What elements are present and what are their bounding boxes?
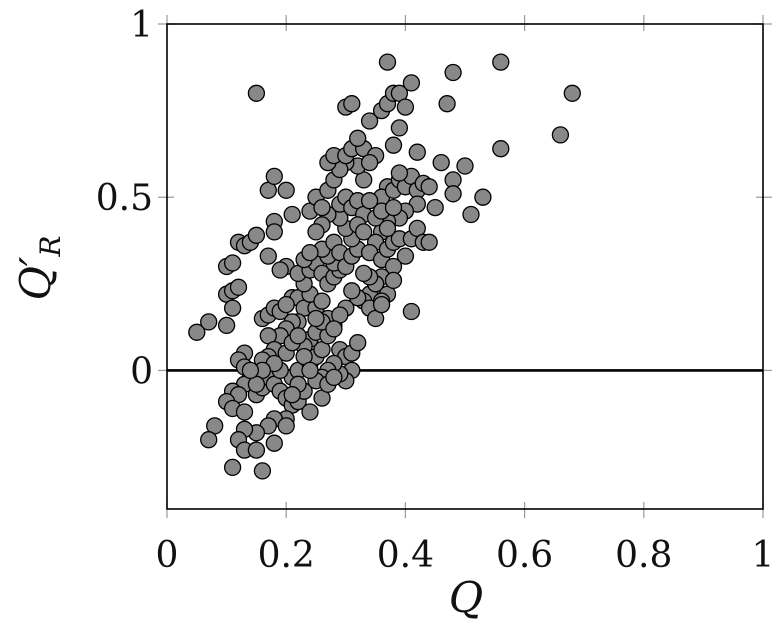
data-point xyxy=(235,403,254,421)
data-point xyxy=(396,98,415,116)
data-point xyxy=(229,278,248,296)
x-tick-label: 1 xyxy=(752,535,775,576)
data-point xyxy=(301,403,319,421)
data-point xyxy=(307,309,325,328)
data-point xyxy=(492,140,510,158)
data-point xyxy=(492,53,510,71)
tick-labels: 0 0.2 0.4 0.6 0.8 1 0 0.5 1 xyxy=(96,5,775,576)
data-point xyxy=(223,458,242,477)
y-axis-title: Q′R xyxy=(11,235,67,300)
data-point xyxy=(378,219,397,238)
data-point xyxy=(462,205,480,224)
data-point xyxy=(355,223,373,241)
data-point xyxy=(200,313,218,331)
data-point xyxy=(307,223,325,241)
y-tick-label: 0.5 xyxy=(96,178,153,219)
data-point xyxy=(408,143,426,161)
data-point xyxy=(253,462,272,480)
data-point xyxy=(283,205,301,224)
data-point xyxy=(259,247,277,265)
data-point xyxy=(271,261,289,279)
data-point xyxy=(360,192,379,210)
data-point xyxy=(343,95,361,113)
plot-frame xyxy=(166,23,764,510)
data-point xyxy=(390,119,409,137)
data-point xyxy=(420,178,438,196)
y-axis-title-prime: ′ xyxy=(11,256,60,266)
data-point xyxy=(313,198,331,217)
data-point xyxy=(277,417,295,435)
data-point xyxy=(349,334,367,352)
data-point xyxy=(563,84,581,102)
data-point xyxy=(188,323,206,341)
data-point xyxy=(402,302,421,321)
data-point xyxy=(396,247,415,265)
data-point xyxy=(360,112,379,130)
data-point xyxy=(474,188,492,206)
data-point xyxy=(390,164,409,182)
data-point xyxy=(384,271,403,290)
x-tick-label: 0.6 xyxy=(496,535,553,576)
x-tick-label: 0.8 xyxy=(615,535,672,576)
data-point xyxy=(420,233,438,251)
data-point xyxy=(217,316,236,335)
data-point xyxy=(283,386,301,404)
data-point xyxy=(343,282,361,300)
data-point xyxy=(456,157,474,175)
data-point xyxy=(551,126,570,144)
data-point xyxy=(277,181,295,199)
data-point xyxy=(241,361,260,380)
data-point xyxy=(432,153,450,172)
data-point xyxy=(265,167,283,186)
data-point xyxy=(200,431,218,449)
x-tick-label: 0 xyxy=(156,535,179,576)
data-point xyxy=(223,299,242,317)
data-point xyxy=(355,264,373,283)
data-point xyxy=(372,295,391,314)
data-point xyxy=(384,198,403,217)
y-tick-label: 0 xyxy=(130,351,153,392)
data-point xyxy=(360,153,379,172)
y-tick-label: 1 xyxy=(130,5,153,46)
data-point xyxy=(247,226,266,244)
data-points xyxy=(188,53,581,480)
data-point xyxy=(247,84,266,102)
y-axis-title-main: Q xyxy=(11,266,60,300)
data-point xyxy=(444,63,462,82)
data-point xyxy=(289,327,307,345)
x-tick-label: 0.2 xyxy=(258,535,315,576)
data-point xyxy=(301,361,319,380)
data-point xyxy=(265,223,283,241)
data-point xyxy=(349,129,367,147)
data-point xyxy=(378,53,397,71)
y-axis-title-subscript: R xyxy=(34,235,67,257)
x-tick-label: 0.4 xyxy=(377,535,434,576)
data-point xyxy=(277,295,295,314)
data-point xyxy=(426,198,444,217)
data-point xyxy=(325,368,343,387)
data-point xyxy=(444,185,462,203)
data-point xyxy=(402,74,421,92)
data-point xyxy=(301,243,319,262)
data-point xyxy=(438,95,456,113)
data-point xyxy=(223,254,242,272)
x-axis-title: Q xyxy=(449,573,483,622)
data-point xyxy=(313,292,331,310)
data-point xyxy=(384,136,403,154)
data-point xyxy=(265,434,283,452)
data-point xyxy=(247,441,266,459)
data-point xyxy=(325,320,343,338)
